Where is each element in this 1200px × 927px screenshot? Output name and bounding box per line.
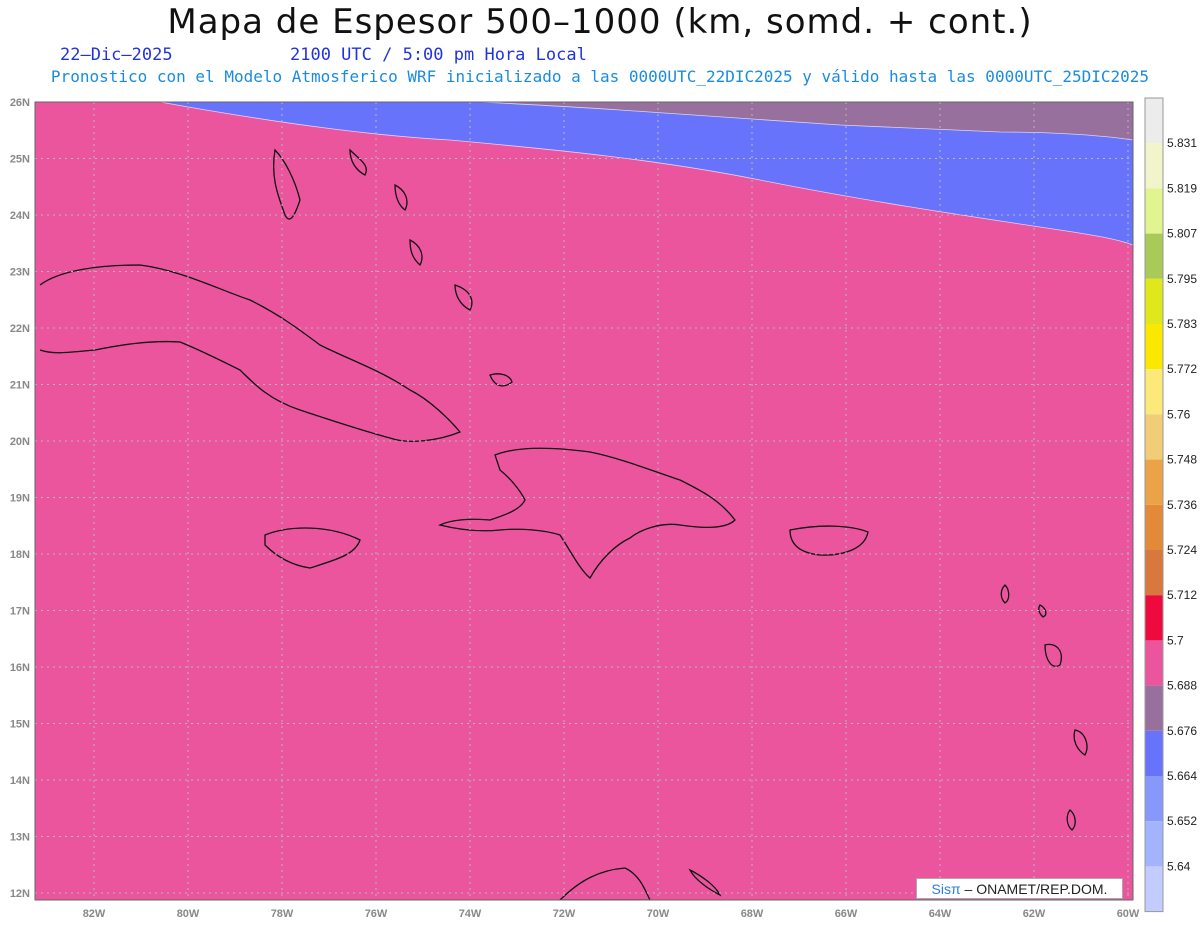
graticule [35, 102, 1133, 900]
colorbar-label: 5.676 [1167, 724, 1197, 738]
colorbar-label: 5.772 [1167, 362, 1197, 376]
lat-label: 14N [10, 775, 30, 787]
lat-label: 24N [10, 210, 30, 222]
lon-label: 74W [459, 908, 482, 920]
colorbar-label: 5.724 [1167, 543, 1197, 557]
lon-label: 70W [647, 908, 670, 920]
coastlines [39, 148, 1088, 900]
colorbar-segment [1145, 821, 1163, 867]
colorbar-segment [1145, 504, 1163, 550]
bahamas-coast [273, 148, 513, 387]
colorbar-label: 5.748 [1167, 453, 1197, 467]
hispaniola-coast [438, 447, 736, 579]
lat-label: 12N [10, 888, 30, 900]
credit-prefix: Sisπ [931, 881, 961, 897]
lon-label: 62W [1023, 908, 1046, 920]
model-info: Pronostico con el Modelo Atmosferico WRF… [50, 67, 1150, 86]
lat-label: 22N [10, 323, 30, 335]
colorbar-label: 5.807 [1167, 227, 1197, 241]
south-america-coast [559, 867, 722, 900]
lat-label: 15N [10, 719, 30, 731]
colorbar-segment [1145, 278, 1163, 324]
lat-label: 13N [10, 832, 30, 844]
colorbar-label: 5.736 [1167, 498, 1197, 512]
lon-label: 82W [83, 908, 106, 920]
longitude-labels: 82W 80W 78W 76W 74W 72W 70W 68W 66W 64W 62W 60W [83, 908, 1140, 920]
colorbar-label: 5.64 [1167, 859, 1191, 873]
colorbar-segment [1145, 143, 1163, 189]
latitude-labels: 26N 25N 24N 23N 22N 21N 20N 19N 18N 17N 16N 15N 14N 1… [10, 97, 30, 900]
lon-label: 72W [553, 908, 576, 920]
lon-label: 76W [365, 908, 388, 920]
lon-label: 68W [741, 908, 764, 920]
colorbar-segment [1145, 188, 1163, 234]
forecast-time: 2100 UTC / 5:00 pm Hora Local [290, 45, 587, 65]
colorbar-label: 5.831 [1167, 136, 1197, 150]
lat-label: 17N [10, 606, 30, 618]
lat-label: 18N [10, 549, 30, 561]
colorbar-segment [1145, 550, 1163, 596]
forecast-date: 22–Dic–2025 [60, 45, 173, 65]
credit-box: Sisπ – ONAMET/REP.DOM. [916, 878, 1123, 899]
colorbar-label: 5.7 [1167, 633, 1184, 647]
colorbar-label: 5.712 [1167, 588, 1197, 602]
colorbar-label: 5.76 [1167, 407, 1191, 421]
colorbar-label: 5.688 [1167, 679, 1197, 693]
band-pink [35, 102, 1133, 900]
colorbar-segment [1145, 776, 1163, 822]
colorbar-segment [1145, 459, 1163, 505]
colorbar-segment [1145, 730, 1163, 776]
colorbar-segment [1145, 98, 1163, 144]
colorbar-segment [1145, 640, 1163, 686]
colorbar-segment [1145, 414, 1163, 460]
lat-label: 26N [10, 97, 30, 109]
colorbar-frame [1144, 97, 1164, 913]
colorbar-segment [1145, 233, 1163, 279]
lat-label: 23N [10, 267, 30, 279]
lon-label: 66W [835, 908, 858, 920]
lat-label: 16N [10, 662, 30, 674]
colorbar-label: 5.783 [1167, 317, 1197, 331]
colorbar-label: 5.664 [1167, 769, 1197, 783]
colorbar-segment [1145, 369, 1163, 415]
thickness-bands [35, 102, 1133, 900]
colorbar-segment [1145, 324, 1163, 370]
map-frame [34, 101, 1134, 901]
lon-label: 78W [271, 908, 294, 920]
colorbar-segment [1145, 866, 1163, 912]
colorbar: 5.831 5.819 5.807 5.795 5.783 5.772 5.76 5.748 5… [1144, 97, 1197, 913]
colorbar-segment [1145, 685, 1163, 731]
lat-label: 19N [10, 493, 30, 505]
colorbar-segment [1145, 595, 1163, 641]
puerto-rico-coast [789, 525, 869, 556]
colorbar-label: 5.652 [1167, 814, 1197, 828]
credit-text: – ONAMET/REP.DOM. [964, 881, 1108, 897]
lesser-antilles-coast [1000, 584, 1088, 831]
lat-label: 21N [10, 380, 30, 392]
map-title: Mapa de Espesor 500–1000 (km, somd. + co… [167, 2, 1033, 42]
band-purple [35, 102, 1133, 141]
colorbar-label: 5.795 [1167, 272, 1197, 286]
lat-label: 20N [10, 436, 30, 448]
lon-label: 64W [929, 908, 952, 920]
lon-label: 60W [1117, 908, 1140, 920]
colorbar-label: 5.819 [1167, 181, 1197, 195]
lon-label: 80W [177, 908, 200, 920]
cuba-coast [39, 264, 462, 442]
lat-label: 25N [10, 154, 30, 166]
